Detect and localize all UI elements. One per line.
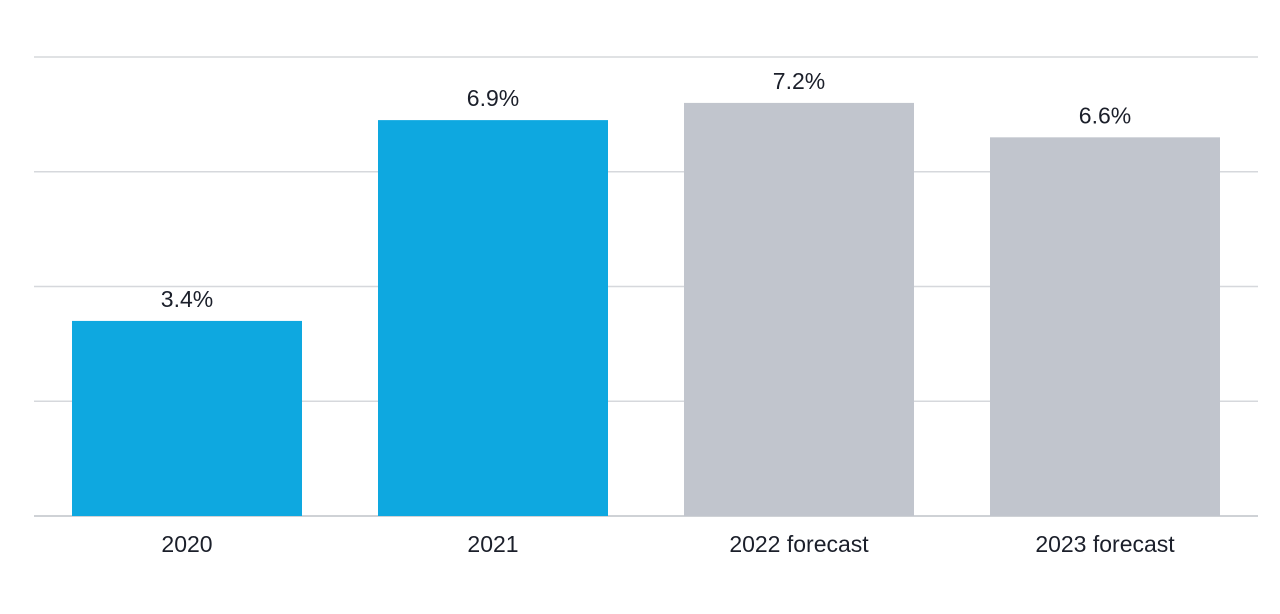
value-label: 6.9% — [467, 85, 519, 111]
bar-2023-forecast — [990, 137, 1220, 516]
x-axis-labels: 2020 2021 2022 forecast 2023 forecast — [161, 531, 1175, 557]
x-tick-label: 2021 — [467, 531, 518, 557]
value-labels: 3.4% 6.9% 7.2% 6.6% — [161, 68, 1131, 312]
bar-2022-forecast — [684, 102, 914, 517]
value-label: 3.4% — [161, 286, 213, 312]
x-tick-label: 2022 forecast — [729, 531, 869, 557]
bar-2020 — [72, 320, 302, 516]
bar-2021 — [378, 120, 608, 517]
bars — [72, 102, 1220, 517]
x-tick-label: 2023 forecast — [1035, 531, 1175, 557]
value-label: 7.2% — [773, 68, 825, 94]
value-label: 6.6% — [1079, 102, 1131, 128]
x-tick-label: 2020 — [161, 531, 212, 557]
